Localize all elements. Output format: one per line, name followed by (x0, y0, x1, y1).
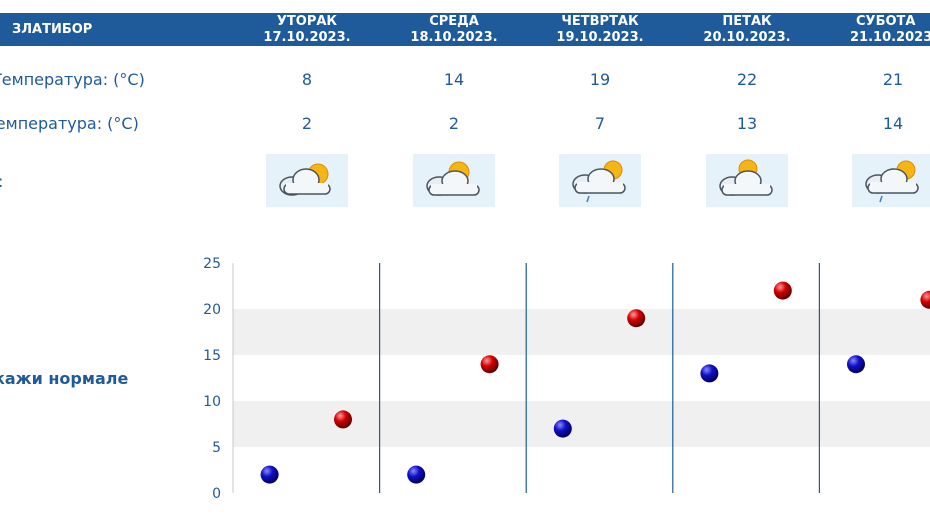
y-tick-label: 20 (203, 302, 221, 318)
y-tick-label: 5 (212, 440, 221, 456)
min-temp-point (260, 465, 279, 484)
min-temp-value: 2 (448, 114, 460, 133)
max-temp-value: 22 (736, 70, 758, 89)
day-name: УТОРАК (276, 14, 338, 29)
max-temp-point (773, 281, 792, 300)
day-name: СРЕДА (429, 14, 479, 29)
y-tick-label: 0 (212, 486, 221, 502)
partly-cloudy-icon (413, 154, 495, 207)
partly-cloudy-rain-icon (559, 154, 641, 207)
day-date: 17.10.2023. (263, 30, 351, 45)
day-date: 20.10.2023. (703, 30, 791, 45)
max-temperature-label: Температура: (°C) (0, 70, 145, 89)
max-temp-value: 19 (589, 70, 611, 89)
min-temp-point (553, 419, 572, 438)
max-temp-value: 14 (443, 70, 465, 89)
max-temp-point (627, 309, 646, 328)
max-temp-point (334, 410, 352, 429)
day-date: 19.10.2023. (556, 30, 644, 45)
day-name: ПЕТАК (722, 14, 772, 29)
day-header-1: УТОРАК 17.10.2023. (253, 13, 361, 46)
min-temperature-label: Температура: (°C) (0, 114, 139, 133)
grid-band (233, 309, 930, 355)
min-temp-value: 2 (301, 114, 313, 133)
forecast-icon-label: : (0, 172, 3, 191)
day-header-5: СУБОТА 21.10.2023. (846, 13, 930, 46)
min-temp-value: 13 (736, 114, 758, 133)
station-name: ЗЛАТИБОР (12, 22, 93, 37)
y-tick-label: 25 (203, 256, 221, 272)
min-temp-point (847, 355, 865, 374)
max-temp-point (480, 355, 499, 374)
max-temp-point (920, 290, 930, 309)
day-date: 21.10.2023. (850, 30, 930, 45)
min-temp-point (407, 465, 426, 484)
day-header-2: СРЕДА 18.10.2023. (400, 13, 508, 46)
temperature-chart: 0 5 10 15 20 25 (203, 256, 930, 502)
forecast-header: ЗЛАТИБОР УТОРАК 17.10.2023. СРЕДА 18.10.… (0, 13, 930, 46)
partly-cloudy-rain-icon (852, 154, 930, 207)
day-header-3: ЧЕТВРТАК 19.10.2023. (546, 13, 654, 46)
partly-cloudy-icon (706, 154, 788, 207)
show-normals-link[interactable]: кажи нормале (0, 369, 129, 388)
min-temp-value: 14 (882, 114, 904, 133)
min-temp-value: 7 (594, 114, 606, 133)
day-header-4: ПЕТАК 20.10.2023. (693, 13, 801, 46)
day-name: ЧЕТВРТАК (561, 14, 639, 29)
day-date: 18.10.2023. (410, 30, 498, 45)
y-tick-label: 15 (203, 348, 221, 364)
max-temp-value: 21 (882, 70, 904, 89)
min-temp-point (700, 364, 719, 383)
day-name: СУБОТА (856, 14, 916, 29)
max-temp-value: 8 (301, 70, 313, 89)
y-tick-label: 10 (203, 394, 221, 410)
partly-cloudy-icon (266, 154, 348, 207)
